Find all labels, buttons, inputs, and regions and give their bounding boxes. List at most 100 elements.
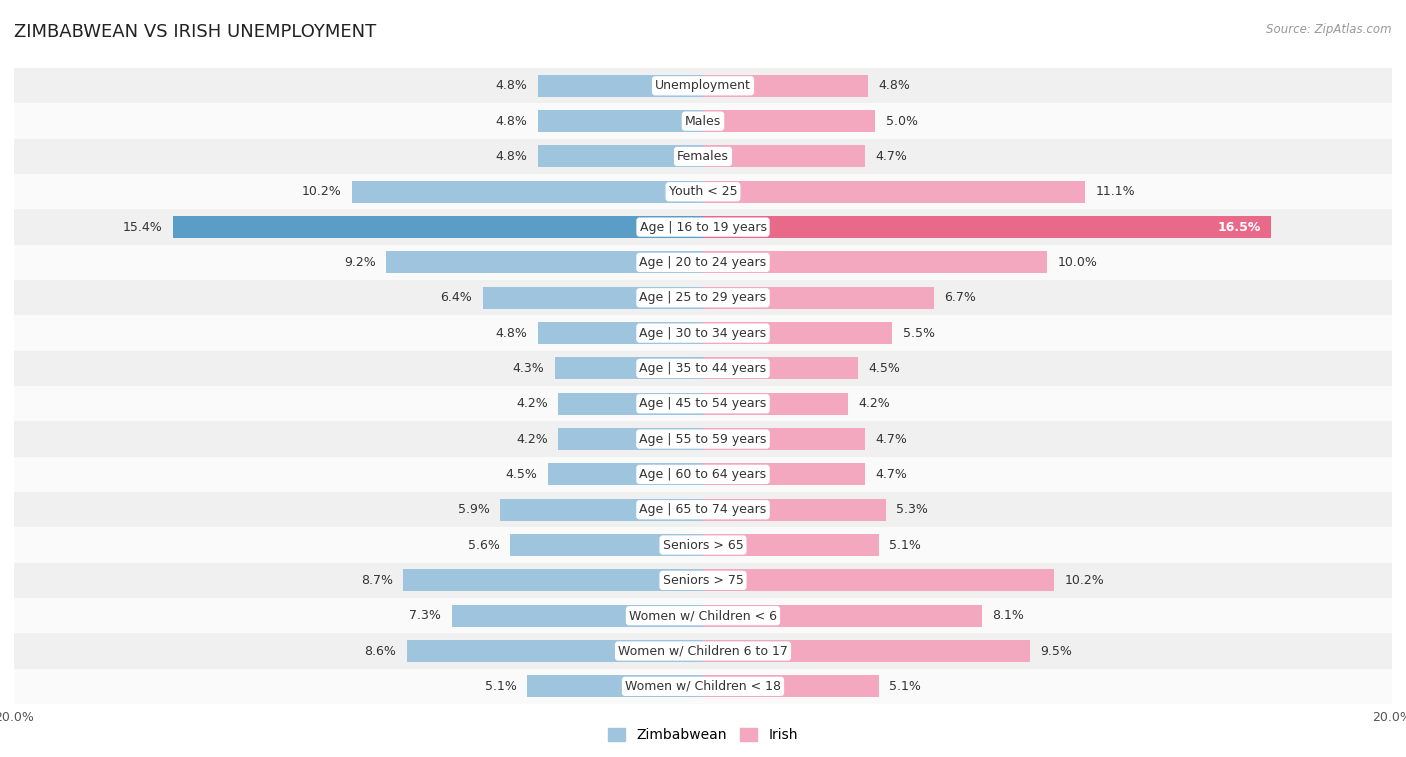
Text: Age | 16 to 19 years: Age | 16 to 19 years (640, 220, 766, 234)
Text: 5.3%: 5.3% (896, 503, 928, 516)
Text: Women w/ Children < 6: Women w/ Children < 6 (628, 609, 778, 622)
Text: 10.2%: 10.2% (1064, 574, 1105, 587)
Bar (703, 605, 981, 627)
Text: 8.7%: 8.7% (361, 574, 392, 587)
Text: 7.3%: 7.3% (409, 609, 441, 622)
Bar (482, 287, 703, 309)
Bar (703, 393, 848, 415)
Text: Age | 60 to 64 years: Age | 60 to 64 years (640, 468, 766, 481)
Text: Seniors > 65: Seniors > 65 (662, 538, 744, 552)
Bar (387, 251, 703, 273)
Text: 5.1%: 5.1% (889, 538, 921, 552)
Text: 4.2%: 4.2% (516, 397, 548, 410)
Bar (14, 68, 1392, 104)
Bar (703, 534, 879, 556)
Bar (537, 322, 703, 344)
Bar (14, 668, 1392, 704)
Bar (537, 145, 703, 167)
Bar (558, 428, 703, 450)
Bar (14, 104, 1392, 139)
Bar (703, 322, 893, 344)
Text: Age | 45 to 54 years: Age | 45 to 54 years (640, 397, 766, 410)
Text: 16.5%: 16.5% (1218, 220, 1261, 234)
Text: 4.7%: 4.7% (875, 150, 907, 163)
Bar (703, 675, 879, 697)
Bar (14, 210, 1392, 245)
Bar (14, 456, 1392, 492)
Legend: Zimbabwean, Irish: Zimbabwean, Irish (603, 723, 803, 748)
Text: Age | 30 to 34 years: Age | 30 to 34 years (640, 326, 766, 340)
Bar (548, 463, 703, 485)
Text: 8.6%: 8.6% (364, 644, 396, 658)
Text: 4.7%: 4.7% (875, 468, 907, 481)
Bar (14, 634, 1392, 668)
Text: 4.5%: 4.5% (869, 362, 900, 375)
Text: 4.2%: 4.2% (516, 432, 548, 446)
Text: 9.5%: 9.5% (1040, 644, 1073, 658)
Text: 5.9%: 5.9% (457, 503, 489, 516)
Bar (14, 492, 1392, 528)
Text: Age | 65 to 74 years: Age | 65 to 74 years (640, 503, 766, 516)
Bar (703, 75, 869, 97)
Bar (14, 350, 1392, 386)
Text: 10.2%: 10.2% (301, 185, 342, 198)
Bar (703, 217, 1271, 238)
Text: Males: Males (685, 114, 721, 128)
Text: 9.2%: 9.2% (344, 256, 375, 269)
Text: 5.1%: 5.1% (485, 680, 517, 693)
Text: 8.1%: 8.1% (993, 609, 1024, 622)
Bar (352, 181, 703, 203)
Bar (555, 357, 703, 379)
Bar (537, 75, 703, 97)
Text: 4.8%: 4.8% (879, 79, 911, 92)
Bar (703, 287, 934, 309)
Bar (14, 280, 1392, 316)
Bar (703, 428, 865, 450)
Bar (510, 534, 703, 556)
Bar (14, 598, 1392, 634)
Bar (14, 245, 1392, 280)
Bar (558, 393, 703, 415)
Bar (499, 499, 703, 521)
Text: 4.5%: 4.5% (506, 468, 537, 481)
Text: 5.0%: 5.0% (886, 114, 918, 128)
Text: 5.6%: 5.6% (468, 538, 499, 552)
Text: Unemployment: Unemployment (655, 79, 751, 92)
Bar (703, 357, 858, 379)
Text: Women w/ Children < 18: Women w/ Children < 18 (626, 680, 780, 693)
Bar (537, 111, 703, 132)
Text: Age | 35 to 44 years: Age | 35 to 44 years (640, 362, 766, 375)
Text: Age | 20 to 24 years: Age | 20 to 24 years (640, 256, 766, 269)
Bar (14, 316, 1392, 350)
Bar (173, 217, 703, 238)
Text: Age | 25 to 29 years: Age | 25 to 29 years (640, 291, 766, 304)
Text: 15.4%: 15.4% (122, 220, 162, 234)
Bar (703, 463, 865, 485)
Bar (703, 251, 1047, 273)
Bar (703, 181, 1085, 203)
Bar (14, 174, 1392, 210)
Bar (14, 562, 1392, 598)
Bar (703, 145, 865, 167)
Text: 5.5%: 5.5% (903, 326, 935, 340)
Text: 4.3%: 4.3% (513, 362, 544, 375)
Text: Age | 55 to 59 years: Age | 55 to 59 years (640, 432, 766, 446)
Text: Women w/ Children 6 to 17: Women w/ Children 6 to 17 (619, 644, 787, 658)
Bar (14, 528, 1392, 562)
Text: Seniors > 75: Seniors > 75 (662, 574, 744, 587)
Text: Youth < 25: Youth < 25 (669, 185, 737, 198)
Text: 6.7%: 6.7% (945, 291, 976, 304)
Text: 10.0%: 10.0% (1057, 256, 1098, 269)
Bar (703, 569, 1054, 591)
Bar (703, 499, 886, 521)
Bar (406, 640, 703, 662)
Bar (451, 605, 703, 627)
Bar (527, 675, 703, 697)
Text: 4.2%: 4.2% (858, 397, 890, 410)
Text: 4.8%: 4.8% (495, 150, 527, 163)
Text: 4.8%: 4.8% (495, 114, 527, 128)
Text: 11.1%: 11.1% (1095, 185, 1135, 198)
Bar (703, 111, 875, 132)
Text: 5.1%: 5.1% (889, 680, 921, 693)
Text: Females: Females (678, 150, 728, 163)
